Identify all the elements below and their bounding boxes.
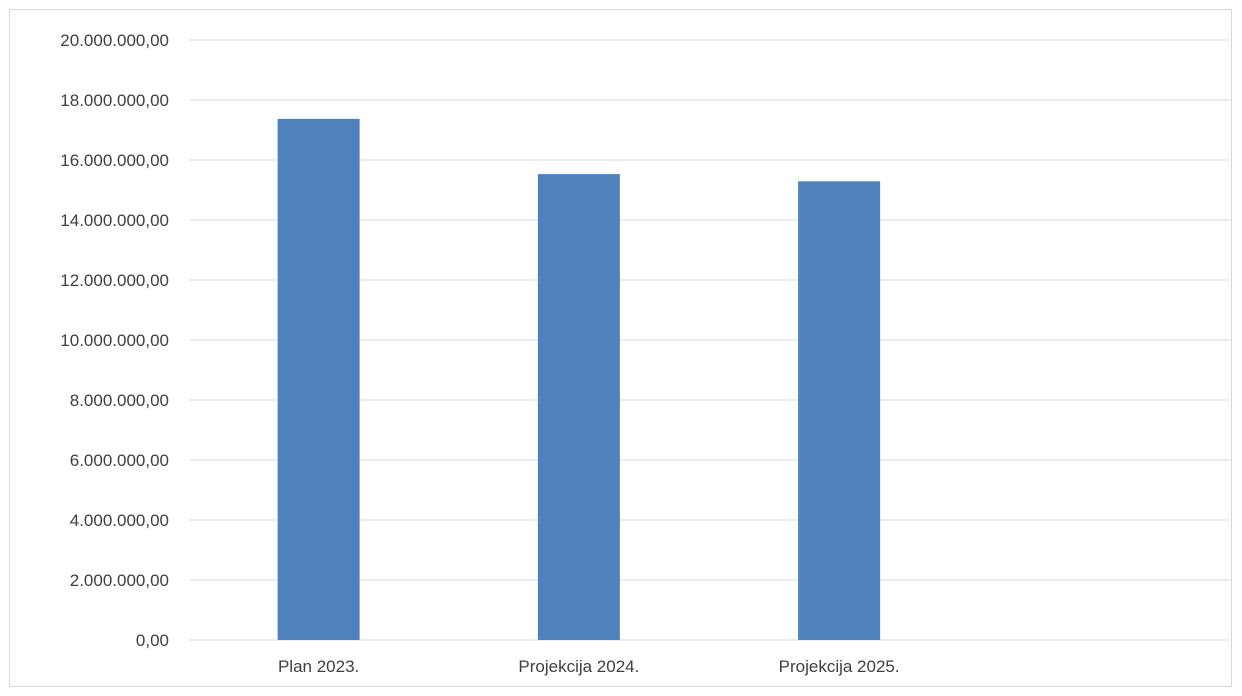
y-tick-label: 20.000.000,00 (60, 31, 169, 50)
y-tick-label: 10.000.000,00 (60, 331, 169, 350)
x-tick-label: Projekcija 2024. (518, 657, 639, 676)
x-tick-label: Projekcija 2025. (779, 657, 900, 676)
chart-frame (9, 9, 1232, 687)
y-tick-label: 16.000.000,00 (60, 151, 169, 170)
y-tick-label: 12.000.000,00 (60, 271, 169, 290)
gridlines (189, 39, 1230, 641)
y-tick-label: 14.000.000,00 (60, 211, 169, 230)
y-axis-tick-labels: 0,00 2.000.000,00 4.000.000,00 6.000.000,00… (60, 31, 169, 650)
x-axis-tick-labels: Plan 2023. Projekcija 2024. Projekcija 202… (278, 657, 900, 676)
bar (277, 118, 360, 640)
y-tick-label: 0,00 (136, 631, 169, 650)
x-tick-label: Plan 2023. (278, 657, 359, 676)
y-tick-label: 4.000.000,00 (70, 511, 169, 530)
y-tick-label: 2.000.000,00 (70, 571, 169, 590)
y-tick-label: 6.000.000,00 (70, 451, 169, 470)
bars (277, 118, 881, 641)
bar (798, 181, 881, 641)
bar (537, 174, 620, 640)
y-tick-label: 18.000.000,00 (60, 91, 169, 110)
y-tick-label: 8.000.000,00 (70, 391, 169, 410)
